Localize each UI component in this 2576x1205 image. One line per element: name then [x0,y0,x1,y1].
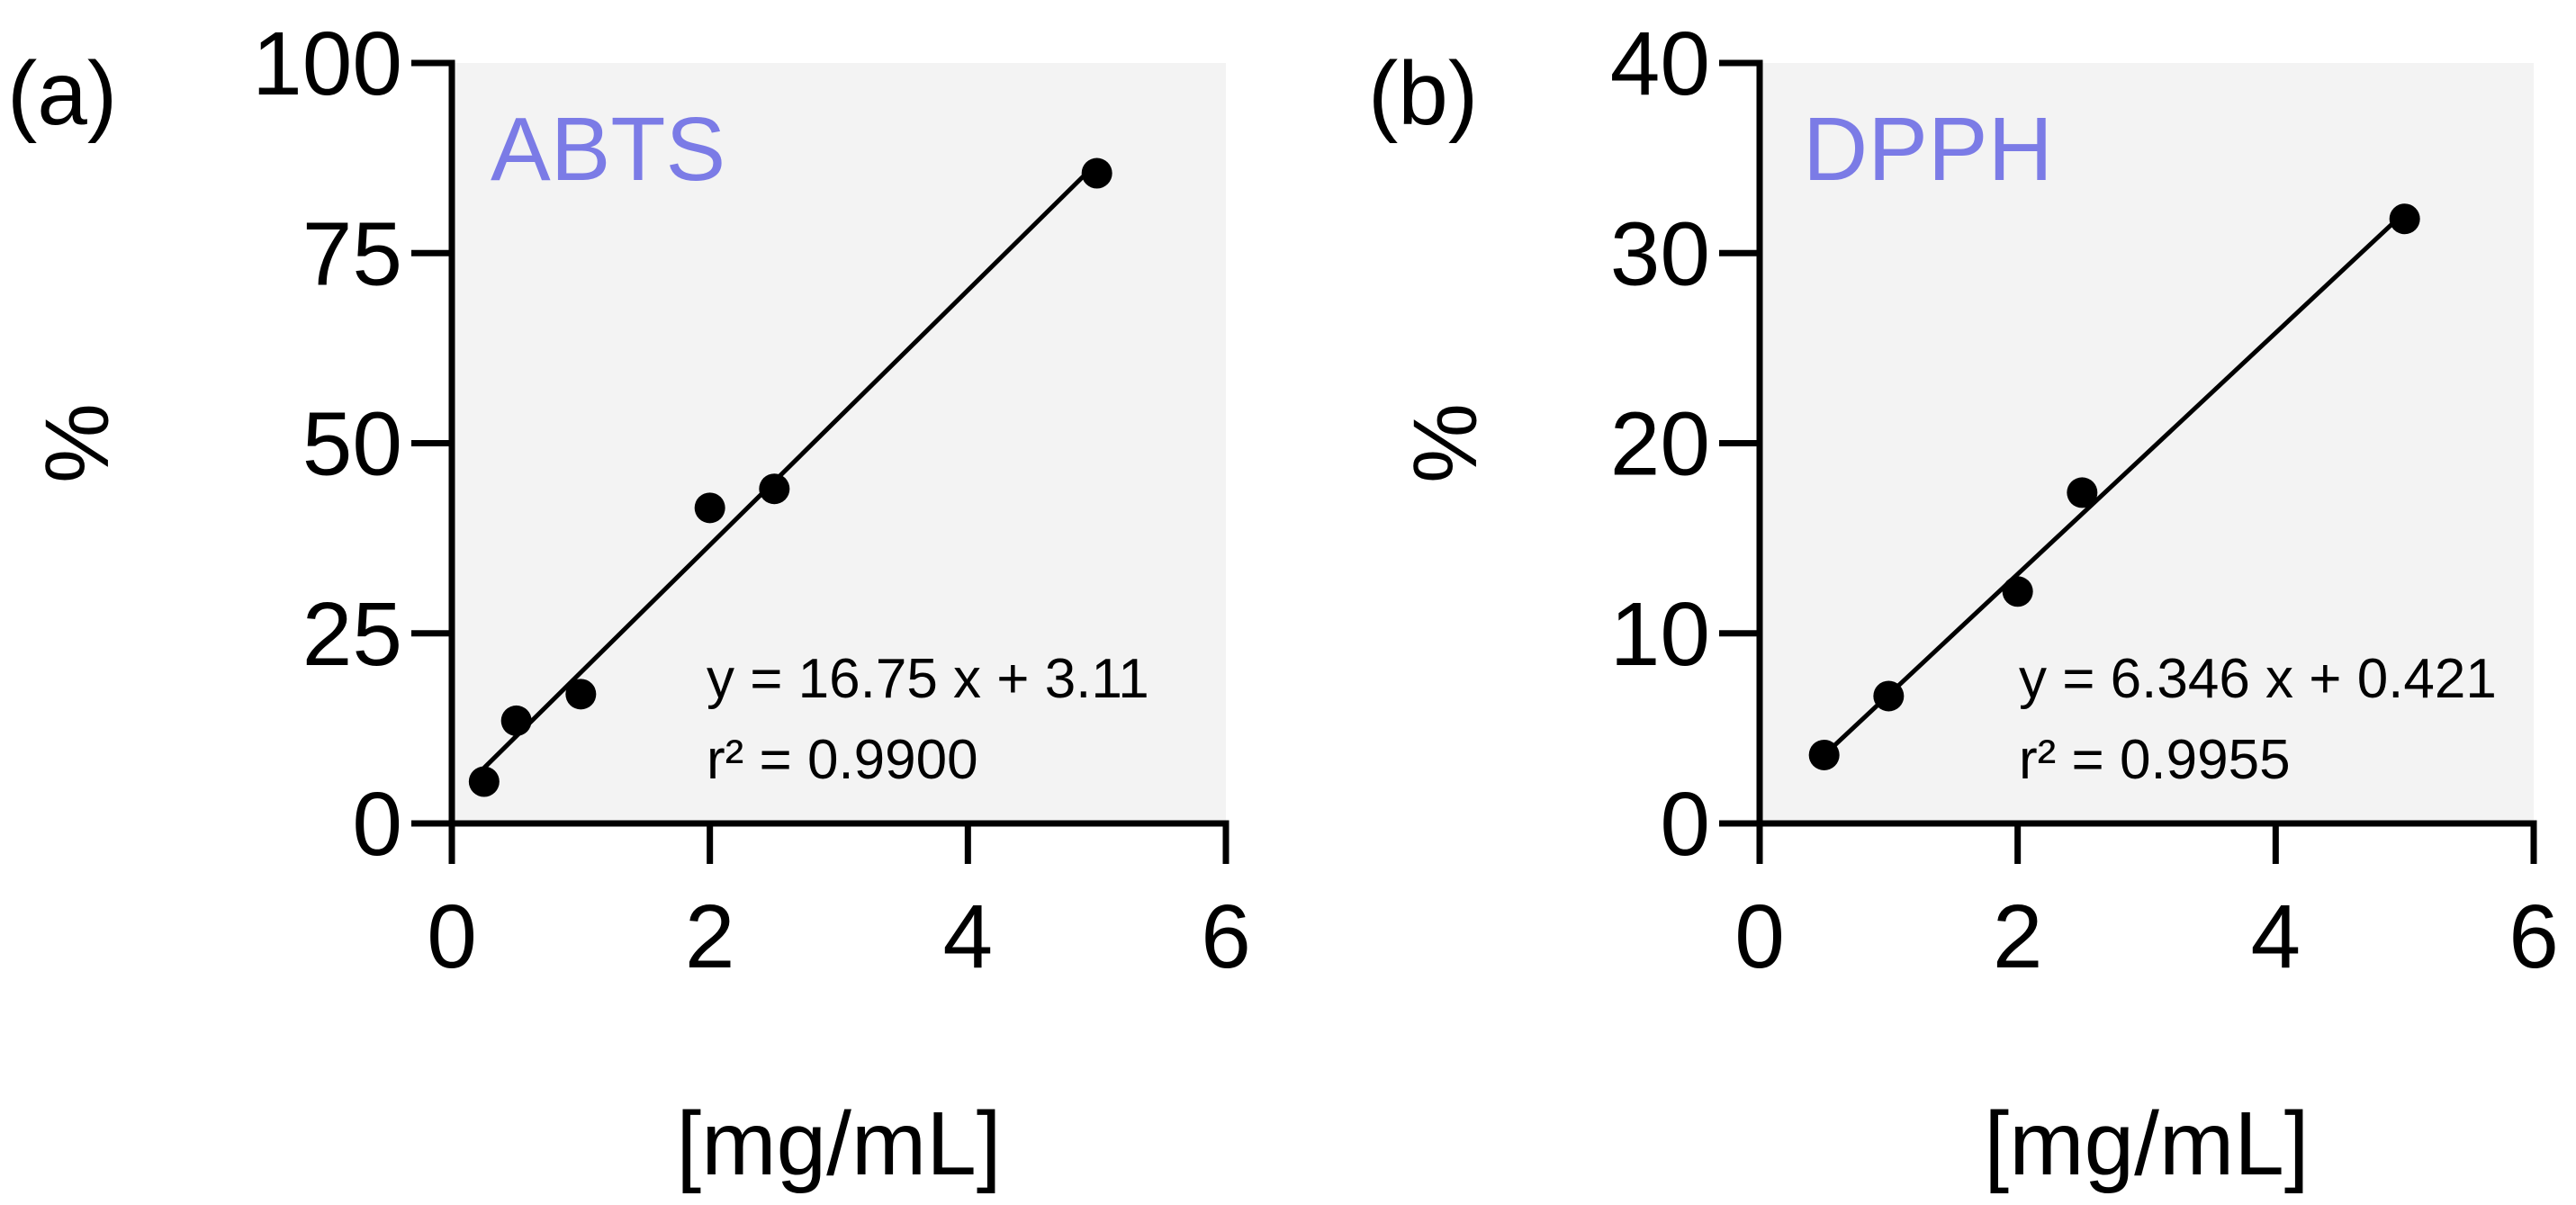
regression-equation: y = 6.346 x + 0.421 [2019,648,2497,710]
y-axis-label: % [1395,403,1496,483]
panel-label: (a) [7,43,117,144]
y-tick-label: 10 [1610,584,1710,685]
data-point [1808,739,1840,770]
y-tick-label: 0 [1660,774,1710,875]
data-point [1873,680,1905,712]
data-point [759,473,790,505]
data-point [565,679,597,710]
y-tick-label: 40 [1610,13,1710,114]
regression-equation: y = 16.75 x + 3.11 [707,648,1149,710]
y-tick-label: 25 [302,584,402,685]
y-tick-label: 0 [352,774,402,875]
r-squared: r² = 0.9955 [2019,729,2291,791]
x-tick-label: 6 [1201,886,1251,987]
x-tick-label: 0 [1734,886,1785,987]
data-point [500,705,532,736]
chart-title: ABTS [491,99,725,200]
data-point [468,766,500,797]
y-tick-label: 100 [252,13,402,114]
data-point [2002,576,2033,607]
regression-line [482,161,1099,770]
x-tick-label: 2 [1993,886,2043,987]
x-tick-label: 6 [2508,886,2559,987]
panel-label: (b) [1368,43,1478,144]
x-tick-label: 4 [943,886,994,987]
panel-a: 0 25 50 75 100 0 2 4 6 (a) ABTS% [mg/mL] y = 16.75 x… [7,13,1251,1194]
y-tick-label: 75 [302,203,402,304]
regression-line [1822,210,2407,757]
x-tick-label: 4 [2251,886,2301,987]
x-tick-label: 2 [685,886,735,987]
y-tick-label: 20 [1610,394,1710,495]
x-axis-label: [mg/mL] [676,1093,1001,1194]
r-squared: r² = 0.9900 [707,729,978,791]
chart-title: DPPH [1803,99,2053,200]
y-tick-label: 50 [302,394,402,495]
y-axis-label: % [27,403,128,483]
x-tick-label: 0 [427,886,477,987]
data-point [1081,157,1112,189]
data-point [694,492,725,524]
data-point [2067,477,2098,508]
x-axis-label: [mg/mL] [1984,1093,2309,1194]
y-tick-label: 30 [1610,203,1710,304]
panel-b: 0 10 20 30 40 0 2 4 6 (b) DPPH% [mg/mL] y = 6.346 x … [1368,13,2559,1194]
data-point [2389,203,2420,235]
